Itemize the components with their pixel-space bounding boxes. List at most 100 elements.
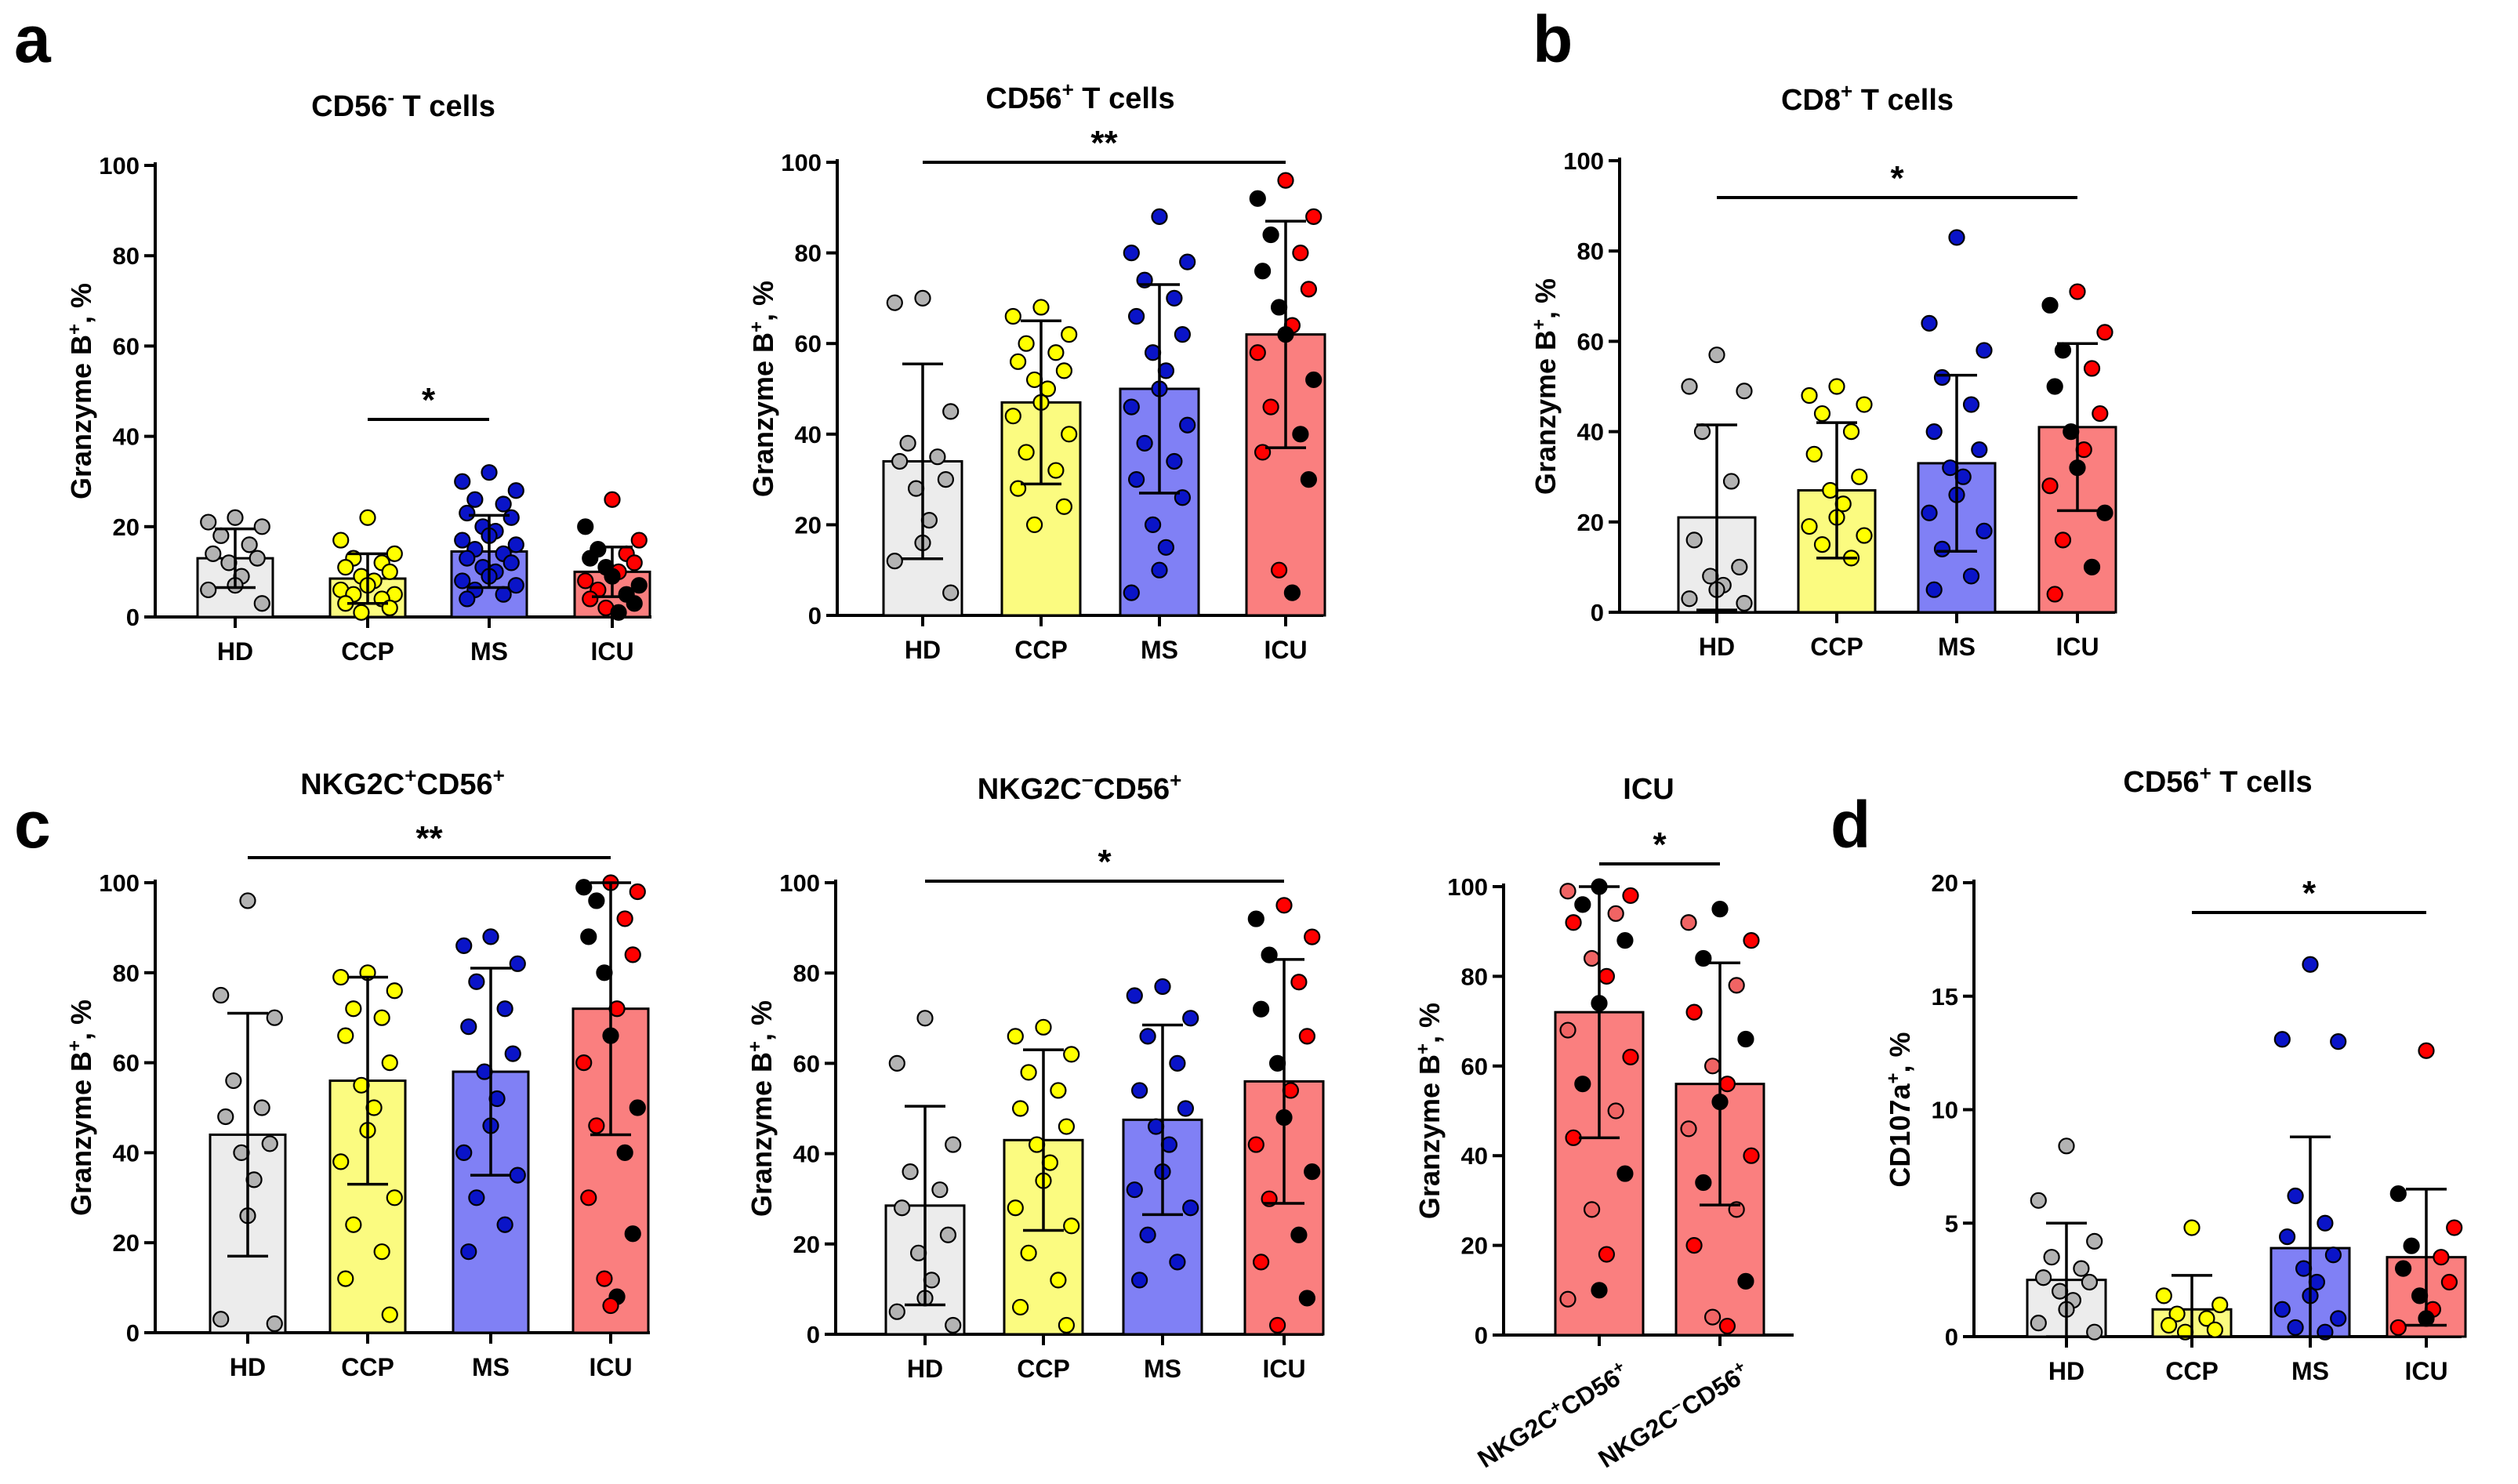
y-tick-label: 5 — [1945, 1210, 1958, 1237]
y-tick-label: 20 — [795, 511, 822, 539]
x-category-label: CCP — [2165, 1357, 2219, 1385]
data-point — [2030, 1192, 2047, 1209]
data-point — [1607, 1102, 1624, 1119]
data-point — [1842, 423, 1860, 441]
data-point — [1058, 1118, 1076, 1135]
y-tick-label: 0 — [1945, 1323, 1958, 1351]
data-point — [1300, 470, 1318, 488]
data-point — [1921, 314, 1938, 332]
chart-a1: CD56- T cells Granzyme B+, % 0 20 40 60 80 100 H… — [64, 85, 651, 666]
data-point — [602, 1297, 619, 1315]
y-tick-label: 60 — [1461, 1053, 1488, 1080]
y-tick-label: 40 — [1461, 1142, 1488, 1170]
data-point — [1813, 405, 1831, 423]
data-point — [1249, 344, 1266, 361]
data-point — [1607, 905, 1624, 922]
chart-title: NKG2C−CD56+ — [978, 768, 1182, 806]
data-point — [580, 1189, 597, 1206]
data-point — [266, 1009, 283, 1026]
data-point — [345, 1216, 362, 1233]
data-point — [1283, 584, 1301, 601]
data-point — [577, 572, 594, 590]
data-point — [466, 491, 484, 508]
data-point — [454, 473, 471, 490]
data-point — [1151, 208, 1168, 225]
data-point — [1047, 462, 1065, 479]
data-point — [509, 1167, 526, 1184]
y-tick-label: 100 — [779, 869, 820, 897]
data-point — [504, 1045, 521, 1062]
data-point — [332, 968, 350, 986]
data-point — [610, 604, 627, 621]
y-tick-label: 40 — [113, 423, 140, 451]
y-tick-label: 80 — [1461, 963, 1488, 990]
title-sup: + — [1062, 78, 1074, 101]
data-point — [1126, 1181, 1143, 1199]
data-point — [1708, 347, 1725, 364]
title-rest: T cells — [394, 90, 495, 123]
data-point — [212, 1311, 230, 1328]
data-point — [888, 1303, 905, 1320]
data-point — [624, 946, 641, 963]
significance-label: * — [1653, 825, 1667, 864]
data-point — [1151, 561, 1168, 579]
y-tick-label: 20 — [1577, 509, 1604, 536]
data-point — [1154, 978, 1171, 996]
data-point — [1805, 445, 1823, 463]
x-category-label: CCP — [1810, 633, 1863, 661]
data-point — [945, 1316, 962, 1334]
x-category-label: HD — [2048, 1357, 2084, 1385]
x-category-label: ICU — [2404, 1357, 2447, 1385]
y-tick-label: 100 — [1447, 873, 1488, 901]
data-point — [373, 1243, 390, 1261]
title-main: ICU — [1623, 773, 1674, 806]
data-point — [1292, 426, 1309, 443]
data-point — [1032, 299, 1050, 316]
data-point — [2330, 1310, 2347, 1327]
data-point — [239, 892, 256, 909]
data-point — [1298, 1028, 1316, 1045]
data-point — [1157, 539, 1175, 556]
data-point — [386, 1189, 403, 1206]
data-point — [345, 1000, 362, 1018]
data-point — [1933, 368, 1951, 386]
ylabel-main: Granzyme B — [65, 1051, 97, 1216]
data-point — [1247, 1136, 1264, 1153]
title-sup: + — [1841, 79, 1852, 103]
chart-title: NKG2C+CD56+ — [300, 764, 505, 801]
data-point — [217, 1108, 234, 1126]
data-point — [582, 590, 599, 608]
y-tick-label: 80 — [793, 960, 820, 987]
data-point — [1948, 229, 1965, 246]
data-point — [582, 550, 599, 567]
data-point — [2083, 558, 2101, 576]
data-point — [1616, 1165, 1634, 1182]
data-point — [2035, 1269, 2052, 1286]
data-point — [455, 937, 473, 954]
y-axis-label: CD107a+, % — [1883, 1032, 1917, 1187]
data-point — [1290, 1226, 1308, 1243]
data-point — [1743, 932, 1760, 949]
panel-letter-d: d — [1830, 788, 1871, 862]
data-point — [626, 595, 643, 612]
data-point — [2389, 1185, 2407, 1203]
data-point — [468, 1189, 485, 1206]
data-point — [2086, 1323, 2103, 1341]
data-point — [353, 604, 370, 621]
data-point — [2211, 1296, 2229, 1314]
ylabel-sup: + — [64, 324, 85, 335]
data-point — [1174, 326, 1192, 343]
data-point — [1262, 226, 1279, 244]
data-point — [1252, 1254, 1270, 1271]
data-point — [2043, 1249, 2060, 1266]
data-point — [1007, 1199, 1024, 1217]
y-tick-label: 40 — [1577, 419, 1604, 446]
data-point — [454, 572, 471, 590]
data-point — [2183, 1219, 2201, 1236]
data-point — [1736, 383, 1753, 400]
data-point — [2069, 283, 2086, 300]
data-point — [1179, 253, 1196, 270]
y-tick-label: 15 — [1932, 983, 1958, 1010]
data-point — [2389, 1319, 2407, 1337]
